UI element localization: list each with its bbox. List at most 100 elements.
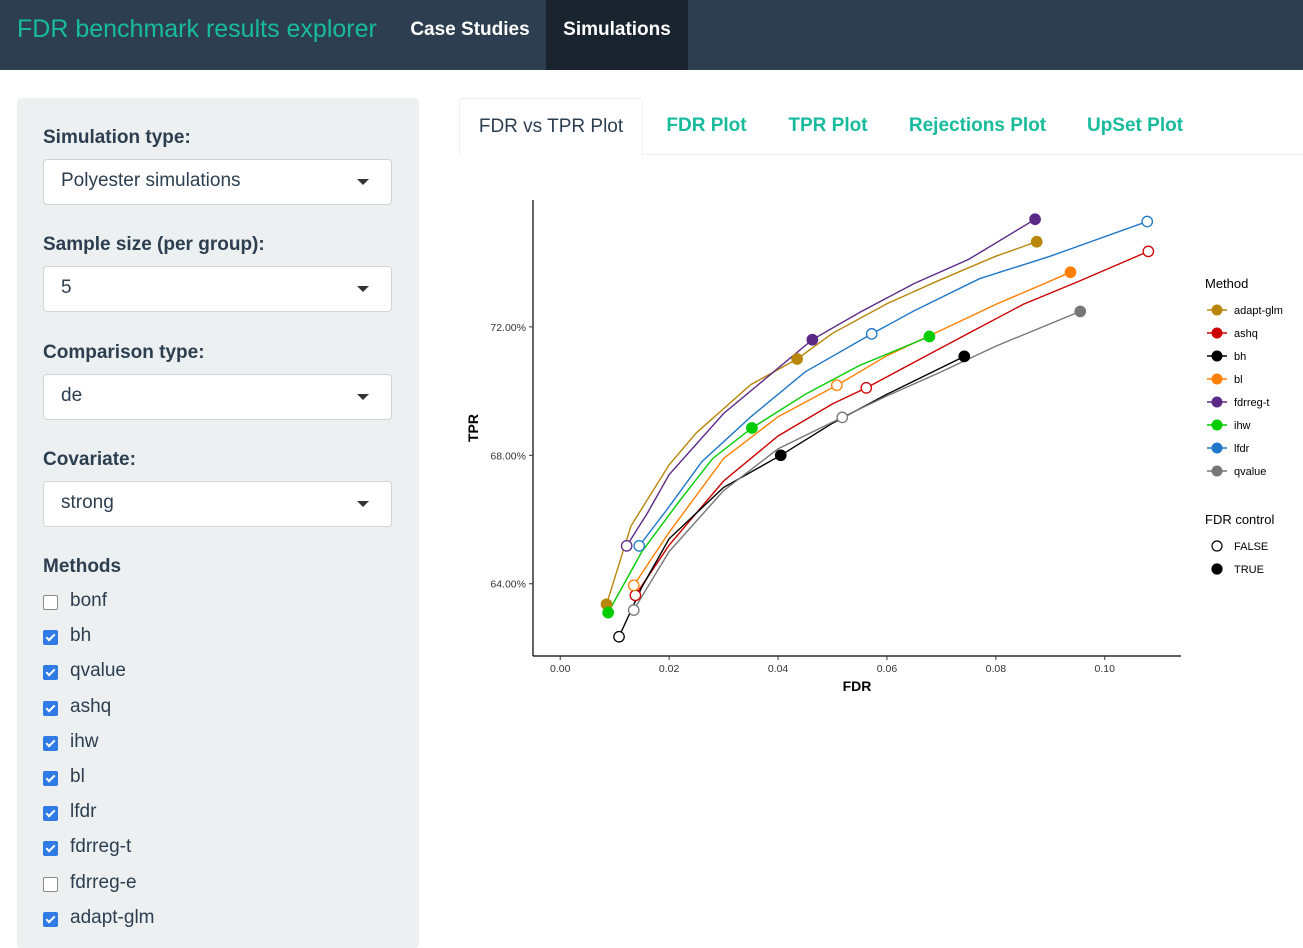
chevron-down-icon xyxy=(357,286,369,292)
y-tick-label: 68.00% xyxy=(490,450,526,462)
series-line-ashq xyxy=(634,250,1149,596)
covariate-value: strong xyxy=(61,492,114,513)
legend-key-point xyxy=(1211,304,1223,316)
y-tick-label: 64.00% xyxy=(490,579,526,591)
checkbox-qvalue[interactable] xyxy=(43,665,58,681)
checkbox-adapt-glm[interactable] xyxy=(43,911,58,927)
legend-label-bh: bh xyxy=(1234,351,1246,363)
x-tick-label: 0.06 xyxy=(877,663,898,675)
y-tick-label: 72.00% xyxy=(490,322,526,334)
simulation-type-value: Polyester simulations xyxy=(61,170,241,191)
legend-key-point xyxy=(1211,465,1223,477)
sample-size-select[interactable]: 5 xyxy=(43,266,392,312)
method-label-lfdr: lfdr xyxy=(70,801,97,823)
data-point-lfdr xyxy=(1141,215,1154,228)
data-point-ihw xyxy=(746,422,758,434)
tab-fdr[interactable]: FDR Plot xyxy=(666,115,747,136)
data-point-ihw xyxy=(602,606,614,619)
chevron-down-icon xyxy=(357,394,369,400)
checkbox-bl[interactable] xyxy=(43,771,58,786)
legend2-label-false: FALSE xyxy=(1234,541,1268,553)
checkbox-bh[interactable] xyxy=(43,630,58,646)
legend-key-point xyxy=(1211,373,1223,385)
checkbox-lfdr[interactable] xyxy=(43,806,58,822)
navbar: FDR benchmark results explorer Case Stud… xyxy=(0,0,1303,70)
series-line-bh xyxy=(618,355,965,637)
covariate-label: Covariate: xyxy=(43,449,136,470)
series-line-lfdr xyxy=(638,220,1148,547)
legend-key-point xyxy=(1211,350,1223,362)
legend2-title: FDR control xyxy=(1205,512,1274,527)
data-point-fdrreg-t xyxy=(1029,213,1041,226)
data-point-ashq xyxy=(629,589,642,602)
legend-key-point xyxy=(1211,327,1223,339)
series-line-bl xyxy=(633,271,1071,586)
x-tick-label: 0.08 xyxy=(986,663,1007,675)
method-label-bh: bh xyxy=(70,625,92,647)
legend-key-point xyxy=(1211,396,1223,408)
data-point-adapt-glm xyxy=(1030,235,1043,248)
series-line-ihw xyxy=(607,335,930,613)
covariate-select[interactable]: strong xyxy=(43,481,392,527)
data-point-bh xyxy=(613,630,625,643)
nav-simulations[interactable]: Simulations xyxy=(546,0,688,70)
data-point-bl xyxy=(831,379,843,392)
x-tick-label: 0.02 xyxy=(659,663,680,675)
data-point-qvalue xyxy=(836,411,849,424)
methods-title: Methods xyxy=(43,556,122,577)
legend2-key-point xyxy=(1211,540,1223,552)
sample-size-value: 5 xyxy=(61,277,72,298)
checkbox-ashq[interactable] xyxy=(43,700,58,716)
plot-tabs: FDR vs TPR Plot FDR Plot TPR Plot Reject… xyxy=(459,98,1303,156)
y-axis-label: TPR xyxy=(465,414,481,442)
checkbox-bonf[interactable] xyxy=(43,595,58,610)
method-label-fdrreg-e: fdrreg-e xyxy=(70,871,137,893)
comparison-type-label: Comparison type: xyxy=(43,342,205,363)
tab-upset[interactable]: UpSet Plot xyxy=(1086,115,1184,136)
method-label-ashq: ashq xyxy=(70,695,112,717)
data-point-lfdr xyxy=(633,540,646,552)
checkbox-fdrreg-t[interactable] xyxy=(43,841,58,857)
checkbox-fdrreg-e[interactable] xyxy=(43,876,58,892)
tab-tpr[interactable]: TPR Plot xyxy=(788,115,868,136)
legend-key-point xyxy=(1211,419,1223,431)
data-point-bh xyxy=(774,449,787,462)
checkbox-ihw[interactable] xyxy=(43,735,58,751)
data-point-adapt-glm xyxy=(791,353,803,365)
data-point-lfdr xyxy=(865,328,878,340)
method-label-fdrreg-t: fdrreg-t xyxy=(70,836,132,858)
x-tick-label: 0.10 xyxy=(1095,663,1116,675)
legend-label-ashq: ashq xyxy=(1234,328,1258,340)
data-point-fdrreg-t xyxy=(806,333,819,346)
method-label-adapt-glm: adapt-glm xyxy=(70,906,155,928)
comparison-type-select[interactable]: de xyxy=(43,374,392,420)
tab-rejections[interactable]: Rejections Plot xyxy=(908,115,1047,136)
data-point-qvalue xyxy=(627,604,640,616)
data-point-ashq xyxy=(860,382,873,394)
app-brand[interactable]: FDR benchmark results explorer xyxy=(17,15,377,43)
series-line-qvalue xyxy=(633,310,1081,611)
legend-key-point xyxy=(1211,442,1223,454)
data-point-bl xyxy=(1064,266,1077,279)
nav-case-studies[interactable]: Case Studies xyxy=(410,19,530,40)
x-tick-label: 0.00 xyxy=(550,663,571,675)
method-label-qvalue: qvalue xyxy=(70,660,126,682)
x-axis-label: FDR xyxy=(843,678,872,694)
chevron-down-icon xyxy=(357,501,369,507)
comparison-type-value: de xyxy=(61,385,83,406)
legend-label-bl: bl xyxy=(1234,374,1243,386)
method-label-bonf: bonf xyxy=(70,590,107,611)
legend-label-qvalue: qvalue xyxy=(1234,466,1266,478)
series-line-fdrreg-t xyxy=(626,218,1036,547)
legend-label-adapt-glm: adapt-glm xyxy=(1234,305,1283,317)
data-point-ashq xyxy=(1142,245,1155,258)
sample-size-label: Sample size (per group): xyxy=(43,234,265,255)
chevron-down-icon xyxy=(357,179,369,185)
sidebar-panel: Simulation type: Polyester simulations S… xyxy=(17,98,419,948)
data-point-bl xyxy=(627,579,640,592)
data-point-ihw xyxy=(923,330,936,343)
data-point-fdrreg-t xyxy=(620,540,633,552)
legend-label-lfdr: lfdr xyxy=(1234,443,1250,455)
tab-fdr-vs-tpr[interactable]: FDR vs TPR Plot xyxy=(459,98,643,156)
simulation-type-select[interactable]: Polyester simulations xyxy=(43,159,392,205)
